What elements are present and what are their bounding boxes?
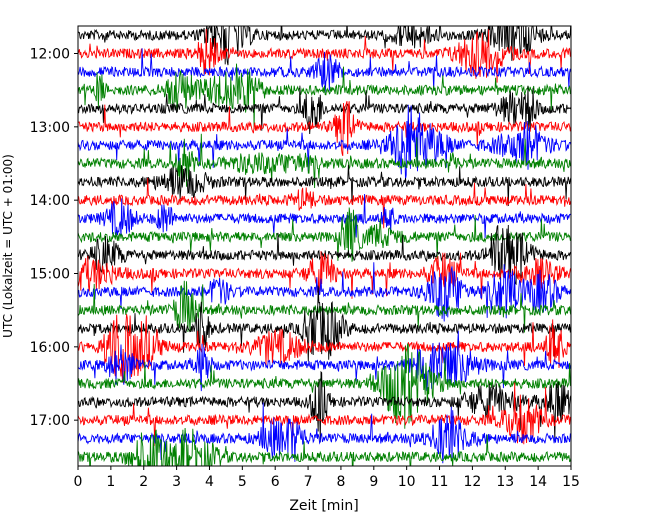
x-axis: 0 1 2 3 4 5 6 7 8 9 10 11 12 13 14 15 <box>74 466 580 490</box>
x-tick-label: 7 <box>304 474 313 490</box>
trace-15 <box>78 280 571 333</box>
x-tick-label: 12 <box>463 474 481 490</box>
trace-7 <box>78 133 571 189</box>
x-tick-label: 15 <box>562 474 580 490</box>
trace-0 <box>78 26 571 66</box>
trace-8 <box>78 164 571 207</box>
x-tick-label: 14 <box>529 474 547 490</box>
y-tick-label: 16:00 <box>30 340 70 356</box>
trace-16 <box>78 285 571 362</box>
y-tick-label: 14:00 <box>30 193 70 209</box>
x-tick-label: 13 <box>496 474 514 490</box>
seismic-traces <box>78 26 571 466</box>
x-axis-label: Zeit [min] <box>289 498 358 514</box>
x-tick-label: 0 <box>74 474 83 490</box>
x-tick-label: 8 <box>336 474 345 490</box>
x-tick-label: 3 <box>172 474 181 490</box>
x-tick-label: 10 <box>398 474 416 490</box>
x-tick-label: 9 <box>369 474 378 490</box>
trace-23 <box>78 427 571 466</box>
x-tick-label: 1 <box>106 474 115 490</box>
trace-9 <box>78 177 571 229</box>
y-tick-label: 12:00 <box>30 47 70 63</box>
y-tick-label: 17:00 <box>30 413 70 429</box>
trace-11 <box>78 207 571 262</box>
trace-21 <box>78 382 571 447</box>
trace-14 <box>78 262 571 322</box>
trace-2 <box>78 48 571 94</box>
trace-4 <box>78 85 571 135</box>
trace-5 <box>78 100 571 157</box>
x-tick-label: 2 <box>139 474 148 490</box>
x-tick-label: 5 <box>238 474 247 490</box>
trace-18 <box>78 330 571 392</box>
trace-17 <box>78 314 571 383</box>
trace-10 <box>78 193 571 239</box>
y-axis: 12:00 13:00 14:00 15:00 16:00 17:00 <box>30 47 78 429</box>
y-tick-label: 15:00 <box>30 267 70 283</box>
trace-19 <box>78 343 571 429</box>
x-tick-label: 11 <box>431 474 449 490</box>
x-tick-label: 6 <box>271 474 280 490</box>
y-tick-label: 13:00 <box>30 120 70 136</box>
trace-13 <box>78 251 571 300</box>
plot-frame <box>77 25 572 467</box>
trace-3 <box>78 63 571 130</box>
trace-20 <box>78 370 571 443</box>
y-axis-label: UTC (Lokalzeit = UTC + 01:00) <box>1 154 15 338</box>
x-tick-label: 4 <box>205 474 214 490</box>
trace-6 <box>78 104 571 180</box>
